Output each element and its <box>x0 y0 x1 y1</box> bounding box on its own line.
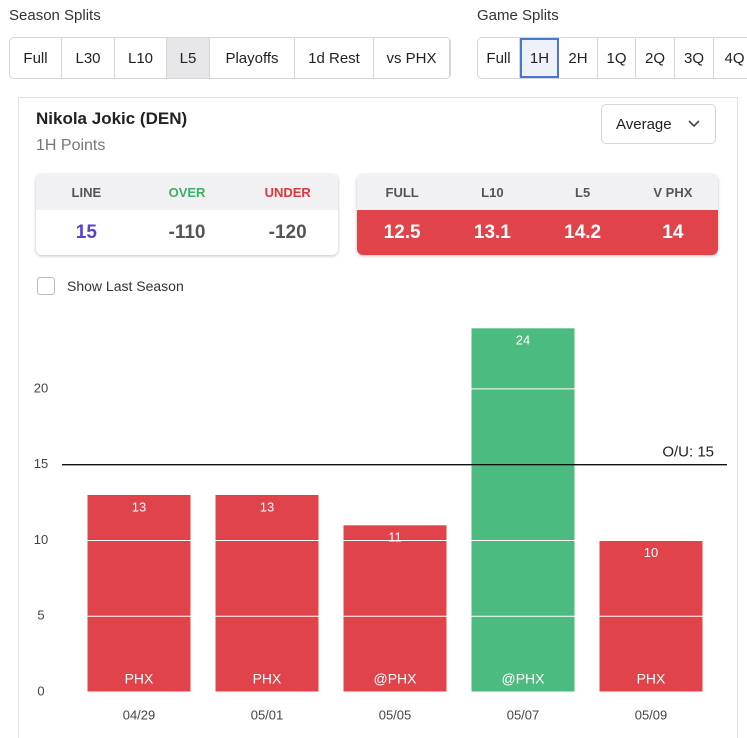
value-cell: -120 <box>268 221 307 243</box>
opponent-label: @PHX <box>374 671 418 687</box>
value-row: 12.5 13.1 14.2 14 <box>357 210 718 255</box>
averages-table: FULL L10 L5 V PHX 12.5 13.1 14.2 14 <box>357 174 718 255</box>
y-tick-label: 0 <box>37 683 44 698</box>
x-tick-label: 05/09 <box>635 707 668 722</box>
split-button[interactable]: 3Q <box>675 38 714 78</box>
section-title: Season Splits <box>9 7 101 24</box>
value-label: 13 <box>132 499 146 514</box>
opponent-label: PHX <box>125 671 154 687</box>
split-button[interactable]: 1Q <box>598 38 636 78</box>
header-cell: UNDER <box>264 184 311 200</box>
header-cell: OVER <box>168 184 206 200</box>
ou-label: O/U: 15 <box>662 444 714 461</box>
split-button[interactable]: 2Q <box>636 38 675 78</box>
split-button[interactable]: L10 <box>115 38 167 78</box>
bar <box>87 495 191 692</box>
game-splits: Full 1H 2H 1Q 2Q 3Q 4Q <box>477 37 747 79</box>
x-tick-label: 05/07 <box>507 707 540 722</box>
dropdown[interactable]: Average <box>601 104 716 144</box>
split-button[interactable]: 4Q <box>714 38 747 78</box>
opponent-label: PHX <box>253 671 282 687</box>
header-row: FULL L10 L5 V PHX <box>357 174 718 210</box>
header-cell: FULL <box>385 184 419 200</box>
value-cell: -110 <box>168 221 206 243</box>
bar <box>215 495 319 692</box>
opponent-label: @PHX <box>502 671 546 687</box>
value-cell: 14.2 <box>564 221 602 243</box>
checkbox-label: Show Last Season <box>67 278 184 294</box>
bar <box>343 525 447 692</box>
header-cell: V PHX <box>653 184 693 200</box>
x-tick-label: 04/29 <box>123 707 156 722</box>
header-cell: L5 <box>575 184 591 200</box>
header-cell: LINE <box>71 184 102 200</box>
y-tick-label: 10 <box>34 532 48 547</box>
player-name: Nikola Jokic (DEN) <box>36 109 188 128</box>
y-tick-label: 15 <box>34 456 48 471</box>
dropdown-label: Average <box>616 115 672 133</box>
split-button[interactable]: 1d Rest <box>295 38 374 78</box>
section-title: Game Splits <box>477 7 559 24</box>
value-label: 11 <box>388 530 402 545</box>
chevron <box>688 120 700 128</box>
value-cell: 13.1 <box>473 221 511 243</box>
season-splits: Full L30 L10 L5 Playoffs 1d Rest vs PHX <box>9 37 451 79</box>
split-button[interactable]: Full <box>10 38 62 78</box>
split-button[interactable]: L30 <box>62 38 115 78</box>
split-button[interactable]: vs PHX <box>374 38 450 78</box>
y-tick-label: 5 <box>37 608 44 623</box>
line-table: LINE OVER UNDER 15 -110 -120 <box>36 174 338 255</box>
split-button[interactable]: L5 <box>167 38 210 78</box>
split-button[interactable]: Full <box>478 38 520 78</box>
y-tick-label: 20 <box>34 380 48 395</box>
header-cell: L10 <box>481 184 504 200</box>
value-label: 10 <box>644 545 658 560</box>
header-row: LINE OVER UNDER <box>36 174 338 210</box>
stat-name: 1H Points <box>36 137 106 154</box>
x-tick-label: 05/05 <box>379 707 412 722</box>
split-button[interactable]: 2H <box>559 38 598 78</box>
value-label: 24 <box>516 333 530 348</box>
value-cell: 12.5 <box>383 221 421 243</box>
bar <box>471 328 575 692</box>
checkbox[interactable] <box>37 277 55 295</box>
value-row: 15 -110 -120 <box>36 210 338 255</box>
opponent-label: PHX <box>637 671 666 687</box>
split-button[interactable]: 1H <box>520 38 559 78</box>
value-label: 13 <box>260 499 274 514</box>
value-cell: 15 <box>75 221 97 243</box>
split-button[interactable]: Playoffs <box>210 38 295 78</box>
value-cell: 14 <box>662 221 684 243</box>
x-tick-label: 05/01 <box>251 707 284 722</box>
